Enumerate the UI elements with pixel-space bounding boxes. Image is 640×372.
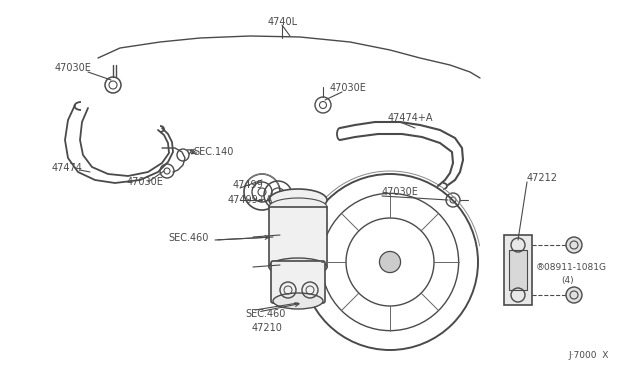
Text: 47499: 47499 <box>233 180 264 190</box>
Polygon shape <box>504 235 532 305</box>
Ellipse shape <box>269 189 327 211</box>
Ellipse shape <box>269 258 327 276</box>
Text: 47030E: 47030E <box>55 63 92 73</box>
FancyBboxPatch shape <box>271 261 325 303</box>
Text: 47474: 47474 <box>52 163 83 173</box>
Text: 47210: 47210 <box>252 323 283 333</box>
Circle shape <box>566 237 582 253</box>
Ellipse shape <box>269 198 327 216</box>
Text: SEC.140: SEC.140 <box>193 147 234 157</box>
Text: 47030E: 47030E <box>382 187 419 197</box>
Text: 47499+A: 47499+A <box>228 195 273 205</box>
Ellipse shape <box>273 293 323 309</box>
FancyBboxPatch shape <box>269 207 327 267</box>
Polygon shape <box>509 250 527 290</box>
Text: 4740L: 4740L <box>268 17 298 27</box>
Text: 47030E: 47030E <box>330 83 367 93</box>
Text: 47030E: 47030E <box>127 177 164 187</box>
Text: ®08911-1081G: ®08911-1081G <box>536 263 607 273</box>
Text: 47474+A: 47474+A <box>388 113 433 123</box>
Text: J·7000  X: J·7000 X <box>568 350 609 359</box>
Text: 47212: 47212 <box>527 173 558 183</box>
Text: SEC.460: SEC.460 <box>168 233 209 243</box>
Circle shape <box>566 287 582 303</box>
Circle shape <box>380 251 401 273</box>
Text: (4): (4) <box>561 276 573 285</box>
Text: SEC.460: SEC.460 <box>245 309 285 319</box>
